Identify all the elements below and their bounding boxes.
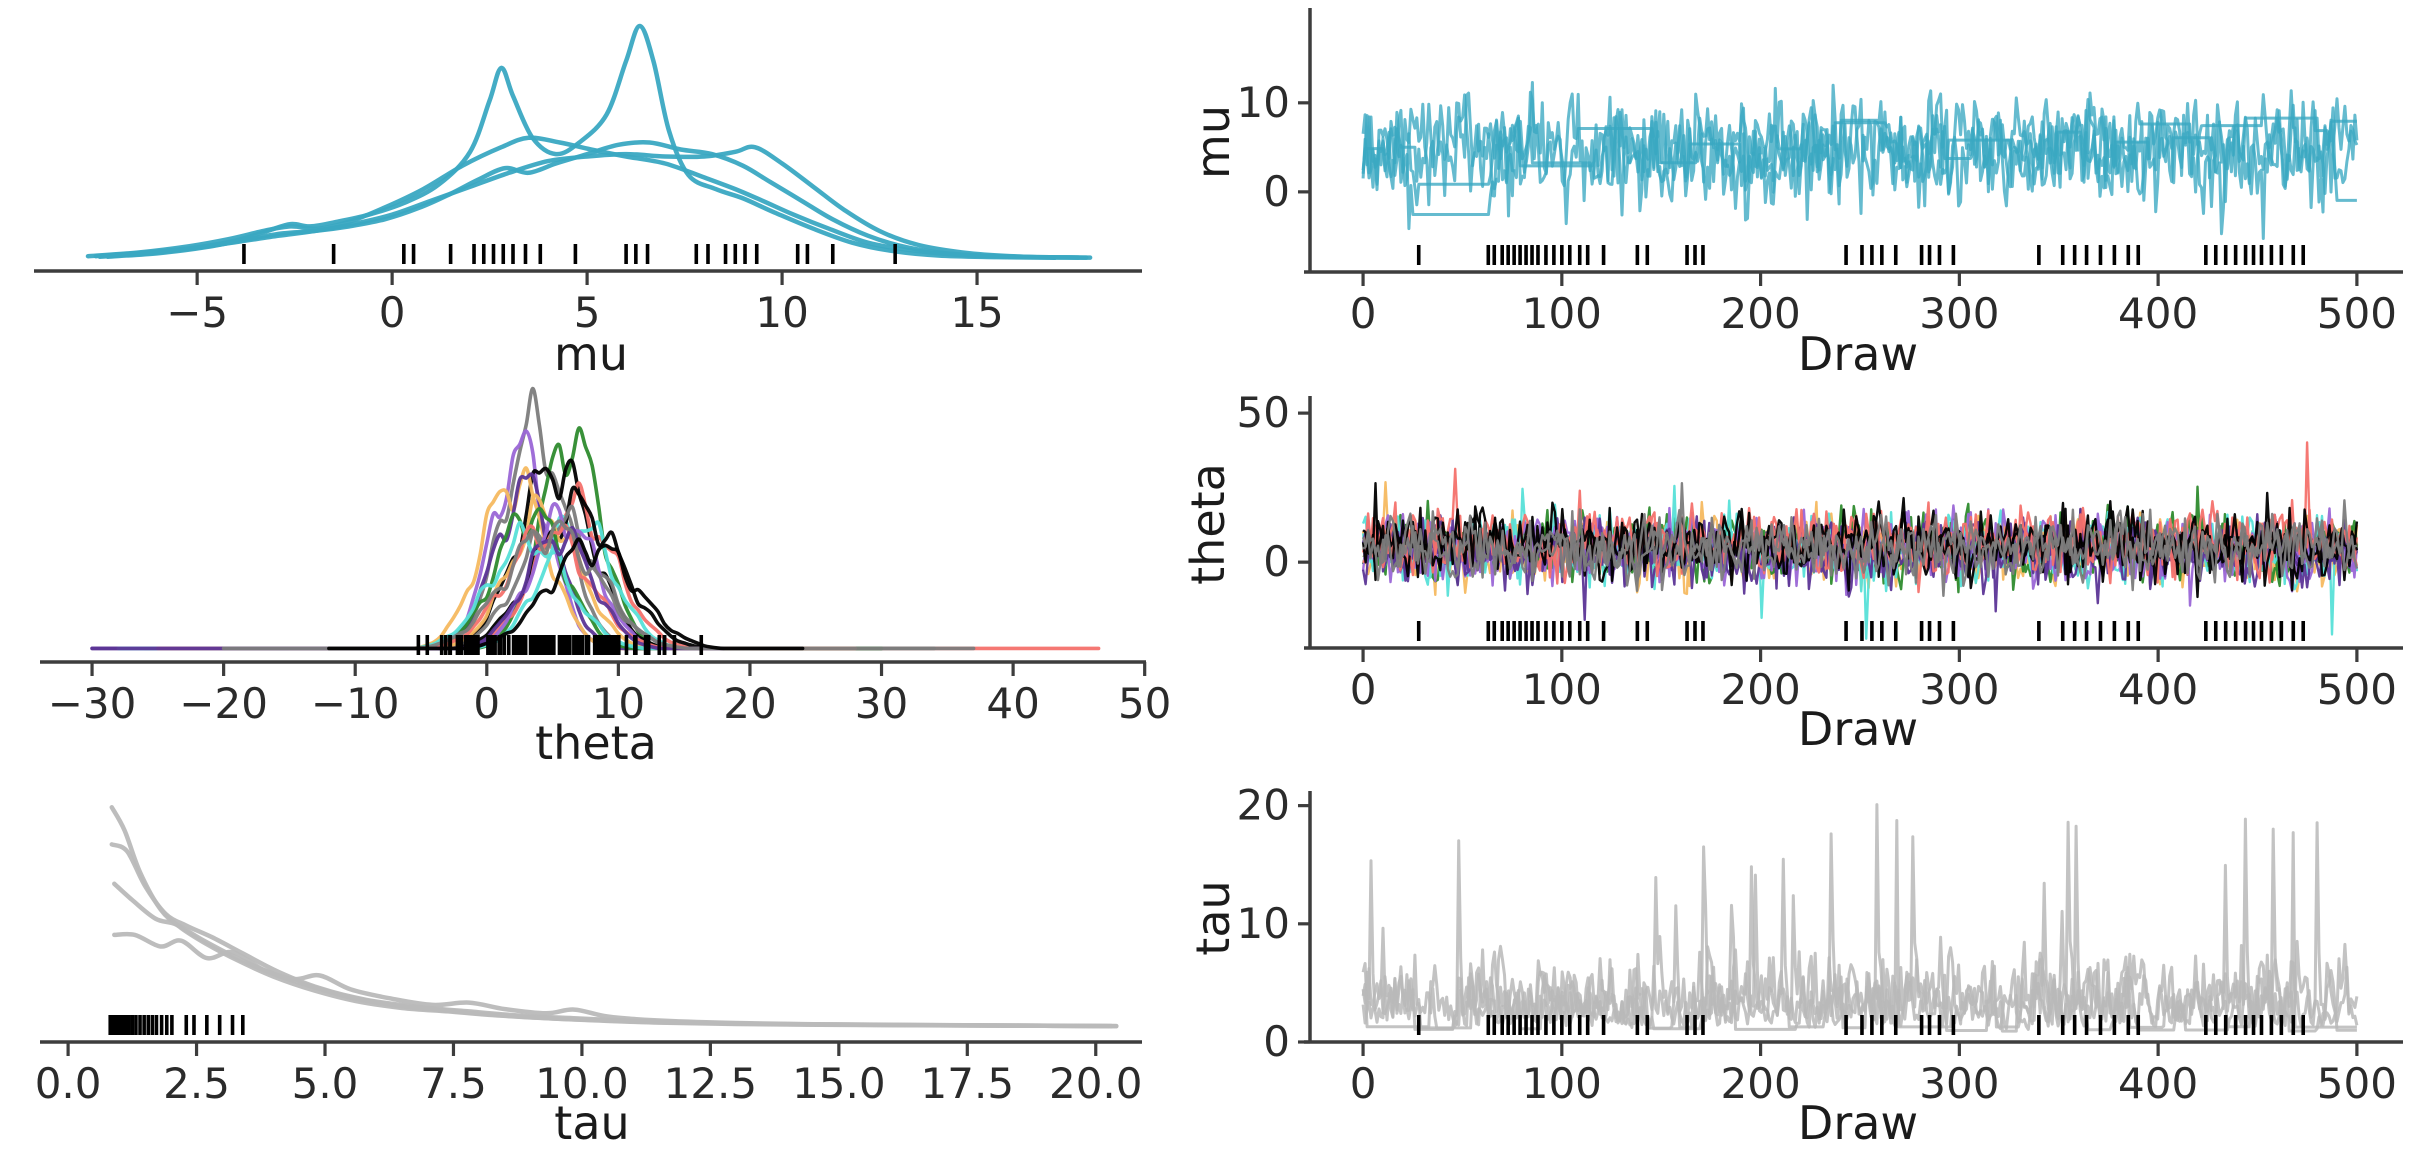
svg-text:0: 0 <box>473 679 500 728</box>
svg-text:200: 200 <box>1721 1059 1801 1108</box>
svg-text:5: 5 <box>574 288 601 337</box>
svg-text:10: 10 <box>592 679 645 728</box>
svg-text:20: 20 <box>723 679 776 728</box>
svg-text:2.5: 2.5 <box>163 1059 230 1108</box>
svg-text:0: 0 <box>1350 289 1377 338</box>
svg-text:0: 0 <box>1350 665 1377 714</box>
svg-text:300: 300 <box>1919 289 1999 338</box>
svg-text:0.0: 0.0 <box>35 1059 102 1108</box>
svg-text:0: 0 <box>1263 167 1290 216</box>
svg-text:10: 10 <box>1237 78 1290 127</box>
svg-text:0: 0 <box>1263 537 1290 586</box>
svg-text:300: 300 <box>1919 1059 1999 1108</box>
svg-text:0: 0 <box>1263 1017 1290 1066</box>
xlabel-theta-trace: Draw <box>1797 702 1919 756</box>
svg-text:20.0: 20.0 <box>1049 1059 1143 1108</box>
svg-text:300: 300 <box>1919 665 1999 714</box>
svg-text:10.0: 10.0 <box>535 1059 629 1108</box>
svg-text:400: 400 <box>2118 289 2198 338</box>
svg-text:10: 10 <box>755 288 808 337</box>
svg-text:500: 500 <box>2317 665 2397 714</box>
ylabel-tau-trace: tau <box>1186 880 1240 956</box>
svg-text:20: 20 <box>1237 781 1290 830</box>
xlabel-tau-dist: tau <box>554 1096 630 1150</box>
svg-text:5.0: 5.0 <box>292 1059 359 1108</box>
xlabel-theta-dist: theta <box>535 716 657 770</box>
svg-text:0: 0 <box>379 288 406 337</box>
svg-text:100: 100 <box>1522 289 1602 338</box>
svg-text:7.5: 7.5 <box>420 1059 487 1108</box>
svg-text:500: 500 <box>2317 1059 2397 1108</box>
svg-text:15.0: 15.0 <box>792 1059 886 1108</box>
svg-text:200: 200 <box>1721 665 1801 714</box>
svg-text:−20: −20 <box>179 679 268 728</box>
svg-text:10: 10 <box>1237 899 1290 948</box>
svg-text:400: 400 <box>2118 665 2198 714</box>
svg-text:100: 100 <box>1522 665 1602 714</box>
svg-text:50: 50 <box>1118 679 1171 728</box>
xlabel-mu-trace: Draw <box>1797 327 1919 381</box>
svg-text:−10: −10 <box>311 679 400 728</box>
svg-text:−5: −5 <box>166 288 228 337</box>
svg-text:30: 30 <box>855 679 908 728</box>
svg-text:400: 400 <box>2118 1059 2198 1108</box>
svg-text:15: 15 <box>950 288 1003 337</box>
svg-text:−30: −30 <box>48 679 137 728</box>
svg-text:40: 40 <box>986 679 1039 728</box>
svg-text:0: 0 <box>1350 1059 1377 1108</box>
ylabel-theta-trace: theta <box>1181 463 1235 585</box>
xlabel-mu-dist: mu <box>554 327 628 381</box>
svg-text:500: 500 <box>2317 289 2397 338</box>
svg-text:12.5: 12.5 <box>664 1059 758 1108</box>
svg-text:50: 50 <box>1237 388 1290 437</box>
svg-text:200: 200 <box>1721 289 1801 338</box>
xlabel-tau-trace: Draw <box>1797 1096 1919 1150</box>
svg-text:100: 100 <box>1522 1059 1602 1108</box>
ylabel-mu-trace: mu <box>1186 105 1240 179</box>
svg-text:17.5: 17.5 <box>921 1059 1015 1108</box>
